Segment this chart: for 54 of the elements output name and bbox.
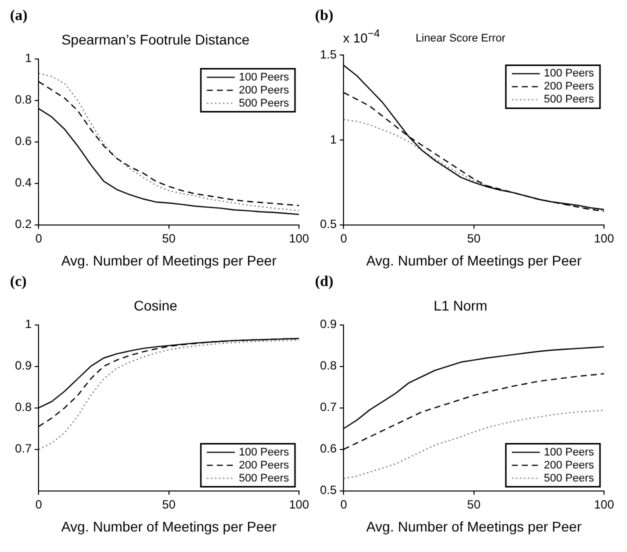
legend-label: 100 Peers <box>238 446 290 458</box>
x-tick-label: 0 <box>35 231 42 246</box>
x-tick-label: 50 <box>467 497 481 512</box>
y-tick-label: 1 <box>24 317 32 332</box>
x-axis-title: Avg. Number of Meetings per Peer <box>366 252 582 268</box>
legend-label: 200 Peers <box>544 80 594 93</box>
x-tick-label: 100 <box>594 231 614 246</box>
y-tick-label: 0.5 <box>320 483 337 498</box>
y-tick-label: 0.6 <box>14 134 32 148</box>
x-axis-title: Avg. Number of Meetings per Peer <box>366 518 582 534</box>
legend-label: 100 Peers <box>544 68 594 80</box>
y-tick-label: 0.2 <box>14 217 32 232</box>
legend-label: 500 Peers <box>544 472 594 484</box>
legend-label: 200 Peers <box>238 459 290 472</box>
x-tick-label: 50 <box>467 231 481 246</box>
legend-label: 500 Peers <box>544 94 594 106</box>
x-tick-label: 100 <box>594 497 614 512</box>
text: (b) <box>315 8 334 25</box>
y-tick-label: 0.8 <box>320 358 337 373</box>
x-tick-label: 50 <box>162 497 176 512</box>
y-tick-label: 0.4 <box>14 176 32 190</box>
x-tick-label: 0 <box>35 497 42 512</box>
x-tick-label: 50 <box>162 231 176 246</box>
x-tick-label: 100 <box>288 497 310 512</box>
x-axis-title: Avg. Number of Meetings per Peer <box>61 518 277 534</box>
legend-label: 200 Peers <box>238 84 290 96</box>
y-tick-label: 0.7 <box>14 442 32 456</box>
y-tick-label: 1 <box>24 51 32 66</box>
chart-title: L1 Norm <box>434 297 488 314</box>
chart-title: Cosine <box>134 297 178 314</box>
y-tick-label: 0.8 <box>14 92 32 107</box>
y-tick-label: 0.8 <box>14 400 32 414</box>
y-tick-label: 1 <box>330 132 337 146</box>
y-tick-label: 0.9 <box>320 317 337 332</box>
y-tick-label: 1.5 <box>320 48 337 62</box>
legend-label: 100 Peers <box>544 446 594 458</box>
chart-title: Spearman’s Footrule Distance <box>61 31 250 48</box>
y-tick-label: 0.7 <box>320 400 337 414</box>
y-tick-label: 0.5 <box>320 217 337 232</box>
y-tick-label: 0.9 <box>14 358 32 373</box>
legend-label: 500 Peers <box>238 97 290 110</box>
text: (c) <box>10 274 27 291</box>
text: (a) <box>10 8 28 25</box>
chart-title: Linear Score Error <box>416 32 506 45</box>
y-tick-label: 0.6 <box>320 442 337 456</box>
legend-label: 500 Peers <box>238 472 290 484</box>
text: x 10$^{−4}$ <box>343 28 380 46</box>
text: (d) <box>315 274 334 291</box>
x-tick-label: 0 <box>340 497 348 512</box>
legend-label: 100 Peers <box>238 71 290 84</box>
legend-label: 200 Peers <box>544 459 594 472</box>
x-tick-label: 0 <box>340 231 348 246</box>
x-axis-title: Avg. Number of Meetings per Peer <box>61 252 277 268</box>
x-tick-label: 100 <box>288 231 310 246</box>
